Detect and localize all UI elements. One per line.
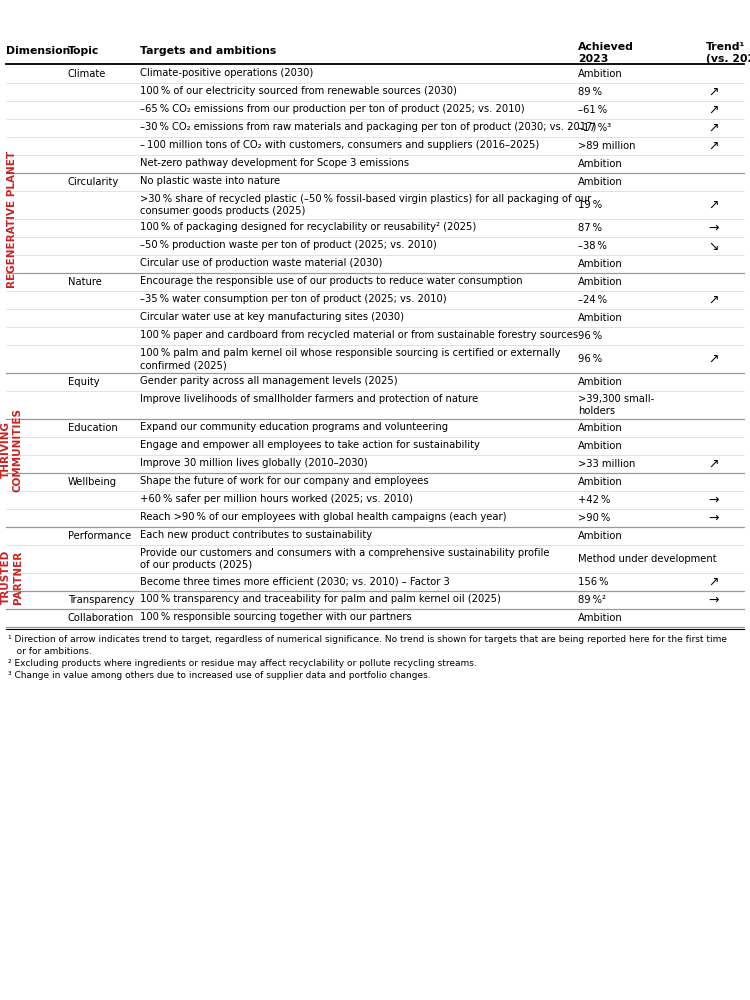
Text: ↗: ↗ [709, 121, 719, 134]
Text: Gender parity across all management levels (2025): Gender parity across all management leve… [140, 376, 398, 386]
Text: ↗: ↗ [709, 294, 719, 306]
Text: Circularity: Circularity [68, 177, 119, 187]
Text: Provide our customers and consumers with a comprehensive sustainability profile
: Provide our customers and consumers with… [140, 548, 550, 570]
Text: →: → [709, 493, 719, 506]
Text: Improve 30 million lives globally (2010–2030): Improve 30 million lives globally (2010–… [140, 458, 368, 468]
Text: –61 %: –61 % [578, 105, 608, 115]
Text: Achieved
2023: Achieved 2023 [578, 42, 634, 64]
Text: 100 % of packaging designed for recyclability or reusability² (2025): 100 % of packaging designed for recyclab… [140, 222, 476, 232]
Text: Topic: Topic [68, 46, 99, 56]
Text: Circular water use at key manufacturing sites (2030): Circular water use at key manufacturing … [140, 312, 404, 322]
Text: 100 % palm and palm kernel oil whose responsible sourcing is certified or extern: 100 % palm and palm kernel oil whose res… [140, 348, 560, 370]
Text: or for ambitions.: or for ambitions. [8, 647, 92, 656]
Text: 89 %: 89 % [578, 87, 602, 97]
Text: Ambition: Ambition [578, 177, 622, 187]
Text: Climate: Climate [68, 69, 106, 79]
Text: Method under development: Method under development [578, 554, 717, 564]
Text: –24 %: –24 % [578, 295, 607, 305]
Text: 96 %: 96 % [578, 331, 602, 341]
Text: ↘: ↘ [709, 239, 719, 252]
Text: Expand our community education programs and volunteering: Expand our community education programs … [140, 422, 448, 432]
Text: –35 % water consumption per ton of product (2025; vs. 2010): –35 % water consumption per ton of produ… [140, 294, 447, 304]
Text: Trend¹
(vs. 2022): Trend¹ (vs. 2022) [706, 42, 750, 64]
Text: 156 %: 156 % [578, 577, 608, 587]
Text: –38 %: –38 % [578, 241, 607, 251]
Text: Improve livelihoods of smallholder farmers and protection of nature: Improve livelihoods of smallholder farme… [140, 394, 478, 404]
Text: +42 %: +42 % [578, 495, 610, 505]
Text: Ambition: Ambition [578, 613, 622, 623]
Text: Targets and ambitions: Targets and ambitions [140, 46, 276, 56]
Text: +60 % safer per million hours worked (2025; vs. 2010): +60 % safer per million hours worked (20… [140, 494, 413, 504]
Text: Collaboration: Collaboration [68, 613, 134, 623]
Text: Wellbeing: Wellbeing [68, 477, 117, 487]
Text: Engage and empower all employees to take action for sustainability: Engage and empower all employees to take… [140, 440, 480, 450]
Text: ↗: ↗ [709, 458, 719, 471]
Text: Become three times more efficient (2030; vs. 2010) – Factor 3: Become three times more efficient (2030;… [140, 576, 450, 586]
Text: Encourage the responsible use of our products to reduce water consumption: Encourage the responsible use of our pro… [140, 276, 523, 286]
Text: →: → [709, 512, 719, 524]
Text: ↗: ↗ [709, 86, 719, 99]
Text: ↗: ↗ [709, 576, 719, 588]
Text: Ambition: Ambition [578, 313, 622, 323]
Text: 100 % of our electricity sourced from renewable sources (2030): 100 % of our electricity sourced from re… [140, 86, 457, 96]
Text: >33 million: >33 million [578, 459, 635, 469]
Text: 100 % responsible sourcing together with our partners: 100 % responsible sourcing together with… [140, 612, 412, 622]
Text: →: → [709, 593, 719, 606]
Text: No plastic waste into nature: No plastic waste into nature [140, 176, 280, 186]
Text: Nature: Nature [68, 277, 102, 287]
Text: 89 %²: 89 %² [578, 595, 606, 605]
Text: –30 % CO₂ emissions from raw materials and packaging per ton of product (2030; v: –30 % CO₂ emissions from raw materials a… [140, 122, 596, 132]
Text: >89 million: >89 million [578, 141, 635, 151]
Text: Ambition: Ambition [578, 377, 622, 387]
Text: Ambition: Ambition [578, 159, 622, 169]
Text: –65 % CO₂ emissions from our production per ton of product (2025; vs. 2010): –65 % CO₂ emissions from our production … [140, 104, 525, 114]
Text: –50 % production waste per ton of product (2025; vs. 2010): –50 % production waste per ton of produc… [140, 240, 436, 250]
Text: Ambition: Ambition [578, 69, 622, 79]
Text: Climate-positive operations (2030): Climate-positive operations (2030) [140, 68, 314, 78]
Text: ¹ Direction of arrow indicates trend to target, regardless of numerical signific: ¹ Direction of arrow indicates trend to … [8, 635, 727, 644]
Text: 100 % transparency and traceability for palm and palm kernel oil (2025): 100 % transparency and traceability for … [140, 594, 501, 604]
Text: Reach >90 % of our employees with global health campaigns (each year): Reach >90 % of our employees with global… [140, 512, 506, 522]
Text: Ambition: Ambition [578, 477, 622, 487]
Text: >30 % share of recycled plastic (–50 % fossil-based virgin plastics) for all pac: >30 % share of recycled plastic (–50 % f… [140, 194, 591, 216]
Text: >90 %: >90 % [578, 513, 610, 523]
Text: ² Excluding products where ingredients or residue may affect recyclability or po: ² Excluding products where ingredients o… [8, 659, 477, 668]
Text: 19 %: 19 % [578, 200, 602, 210]
Text: THRIVING
COMMUNITIES: THRIVING COMMUNITIES [2, 408, 22, 492]
Text: Each new product contributes to sustainability: Each new product contributes to sustaina… [140, 530, 372, 540]
Text: 100 % paper and cardboard from recycled material or from sustainable forestry so: 100 % paper and cardboard from recycled … [140, 330, 578, 340]
Text: Ambition: Ambition [578, 277, 622, 287]
Text: Net-zero pathway development for Scope 3 emissions: Net-zero pathway development for Scope 3… [140, 158, 410, 168]
Text: TRUSTED
PARTNER: TRUSTED PARTNER [2, 550, 22, 604]
Text: Transparency: Transparency [68, 595, 134, 605]
Text: Education: Education [68, 423, 118, 433]
Text: Circular use of production waste material (2030): Circular use of production waste materia… [140, 258, 382, 268]
Text: →: → [709, 222, 719, 234]
Text: Ambition: Ambition [578, 531, 622, 541]
Text: –17 %³: –17 %³ [578, 123, 611, 133]
Text: ↗: ↗ [709, 353, 719, 365]
Text: Ambition: Ambition [578, 441, 622, 451]
Text: Ambition: Ambition [578, 423, 622, 433]
Text: Equity: Equity [68, 377, 100, 387]
Text: >39,300 small-
holders: >39,300 small- holders [578, 394, 654, 416]
Text: Dimension: Dimension [6, 46, 70, 56]
Text: Performance: Performance [68, 531, 131, 541]
Text: ↗: ↗ [709, 198, 719, 212]
Text: ↗: ↗ [709, 104, 719, 116]
Text: ↗: ↗ [709, 139, 719, 152]
Text: REGENERATIVE PLANET: REGENERATIVE PLANET [7, 150, 17, 288]
Text: Shape the future of work for our company and employees: Shape the future of work for our company… [140, 476, 429, 486]
Text: 96 %: 96 % [578, 354, 602, 364]
Text: ³ Change in value among others due to increased use of supplier data and portfol: ³ Change in value among others due to in… [8, 671, 430, 680]
Text: – 100 million tons of CO₂ with customers, consumers and suppliers (2016–2025): – 100 million tons of CO₂ with customers… [140, 140, 539, 150]
Text: Ambition: Ambition [578, 259, 622, 269]
Text: 87 %: 87 % [578, 223, 602, 233]
